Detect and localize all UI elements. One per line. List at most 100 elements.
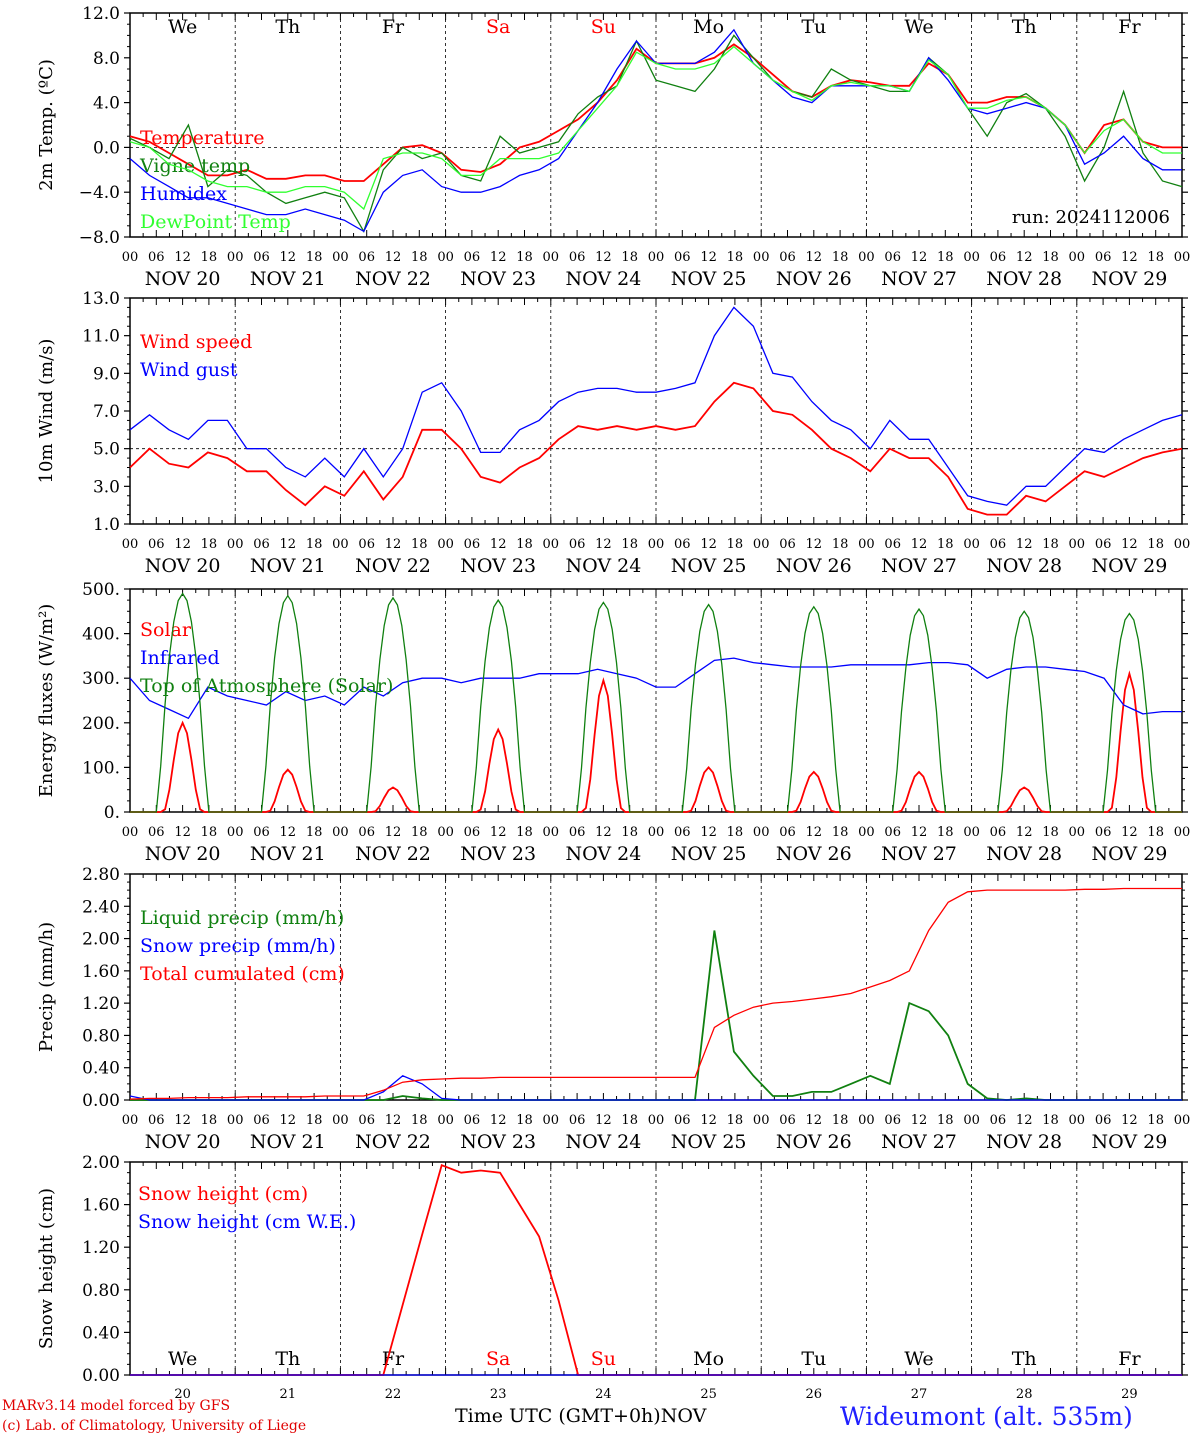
hour-tick-label: 18 (621, 825, 638, 840)
y-tick-label: 1.60 (82, 1196, 120, 1216)
day-of-week-label: Fr (1118, 1348, 1141, 1370)
y-tick-label: 1.20 (82, 994, 120, 1014)
hour-tick-label: 00 (753, 537, 770, 552)
hour-tick-label: 18 (201, 825, 218, 840)
y-tick-label: 0.00 (82, 1366, 120, 1386)
y-tick-label: 400. (82, 625, 120, 645)
legend-entry: Humidex (140, 183, 227, 205)
hour-tick-label: 06 (464, 1113, 481, 1128)
hour-tick-label: 18 (937, 250, 954, 265)
y-tick-label: 2.80 (82, 865, 120, 885)
hour-tick-label: 00 (1069, 1113, 1086, 1128)
hour-tick-label: 00 (858, 537, 875, 552)
hour-tick-label: 00 (753, 1113, 770, 1128)
hour-tick-label: 00 (963, 537, 980, 552)
hour-tick-label: 12 (280, 537, 297, 552)
hour-tick-label: 12 (490, 825, 507, 840)
hour-tick-label: 18 (306, 825, 323, 840)
y-tick-label: 9.0 (93, 364, 120, 384)
series-line (129, 887, 1182, 1100)
time-axis-label: Time UTC (GMT+0h)NOV (455, 1405, 707, 1427)
y-tick-label: 300. (82, 669, 120, 689)
hour-tick-label: 06 (358, 537, 375, 552)
date-label: NOV 23 (460, 843, 536, 865)
hour-tick-label: 18 (201, 537, 218, 552)
date-label: NOV 26 (776, 555, 852, 577)
hour-tick-label: 12 (280, 250, 297, 265)
day-of-week-label: We (168, 16, 197, 38)
legend-entry: Snow height (cm) (138, 1183, 308, 1205)
date-label: NOV 29 (1091, 843, 1167, 865)
hour-tick-label: 12 (595, 1113, 612, 1128)
hour-tick-label: 18 (727, 1113, 744, 1128)
hour-tick-label: 06 (674, 537, 691, 552)
hour-tick-label: 18 (1147, 537, 1164, 552)
day-of-week-label: Su (591, 16, 616, 38)
day-of-week-label: Th (1012, 1348, 1037, 1370)
hour-tick-label: 00 (1174, 1113, 1191, 1128)
day-of-week-label: Fr (1118, 16, 1141, 38)
legend-entry: Temperature (140, 127, 264, 149)
legend-entry: DewPoint Temp (140, 211, 291, 233)
hour-tick-label: 12 (1121, 250, 1138, 265)
hour-tick-label: 12 (1121, 825, 1138, 840)
hour-tick-label: 18 (832, 537, 849, 552)
day-of-week-label: We (904, 1348, 933, 1370)
hour-tick-label: 12 (174, 537, 191, 552)
date-label: NOV 25 (671, 843, 747, 865)
date-label: NOV 22 (355, 268, 431, 290)
date-label: NOV 29 (1091, 1131, 1167, 1153)
date-label: NOV 22 (355, 1131, 431, 1153)
hour-tick-label: 00 (332, 825, 349, 840)
hour-tick-label: 06 (990, 1113, 1007, 1128)
hour-tick-label: 18 (1147, 825, 1164, 840)
date-number-label: 29 (1121, 1387, 1138, 1398)
hour-tick-label: 06 (148, 250, 165, 265)
run-annotation: run: 2024112006 (1012, 207, 1170, 228)
hour-tick-label: 06 (148, 1113, 165, 1128)
hour-tick-label: 06 (253, 537, 270, 552)
y-tick-label: 7.0 (93, 402, 120, 422)
hour-tick-label: 00 (963, 250, 980, 265)
date-label: NOV 26 (776, 268, 852, 290)
hour-tick-label: 18 (727, 825, 744, 840)
day-of-week-label: Su (591, 1348, 616, 1370)
hour-tick-label: 06 (884, 825, 901, 840)
hour-tick-label: 18 (411, 537, 428, 552)
hour-tick-label: 06 (358, 825, 375, 840)
date-label: NOV 23 (460, 555, 536, 577)
hour-tick-label: 12 (385, 1113, 402, 1128)
hour-tick-label: 18 (621, 537, 638, 552)
hour-tick-label: 00 (437, 1113, 454, 1128)
hour-tick-label: 18 (832, 825, 849, 840)
series-line (129, 45, 1182, 211)
hour-tick-label: 00 (332, 537, 349, 552)
hour-tick-label: 12 (490, 1113, 507, 1128)
date-label: NOV 24 (565, 268, 641, 290)
day-of-week-label: Tu (801, 16, 826, 38)
hour-tick-label: 18 (201, 1113, 218, 1128)
hour-tick-label: 00 (963, 1113, 980, 1128)
date-label: NOV 29 (1091, 555, 1167, 577)
date-label: NOV 28 (986, 268, 1062, 290)
y-tick-label: 0.80 (82, 1281, 120, 1301)
hour-tick-label: 06 (464, 537, 481, 552)
y-tick-label: 100. (82, 758, 120, 778)
date-label: NOV 22 (355, 843, 431, 865)
legend-entry: Top of Atmosphere (Solar) (140, 675, 393, 697)
y-tick-label: 0.0 (93, 138, 120, 158)
y-tick-label: 200. (82, 714, 120, 734)
y-tick-label: −4.0 (79, 183, 120, 203)
hour-tick-label: 12 (1016, 825, 1033, 840)
date-number-label: 23 (490, 1387, 507, 1398)
hour-tick-label: 12 (911, 250, 928, 265)
hour-tick-label: 00 (543, 825, 560, 840)
hour-tick-label: 12 (174, 250, 191, 265)
hour-tick-label: 00 (1069, 537, 1086, 552)
hour-tick-label: 12 (700, 825, 717, 840)
y-axis-label: 2m Temp. (ºC) (36, 59, 57, 191)
hour-tick-label: 06 (358, 250, 375, 265)
y-tick-label: 1.0 (93, 515, 120, 535)
y-tick-label: −8.0 (79, 228, 120, 248)
hour-tick-label: 00 (648, 537, 665, 552)
